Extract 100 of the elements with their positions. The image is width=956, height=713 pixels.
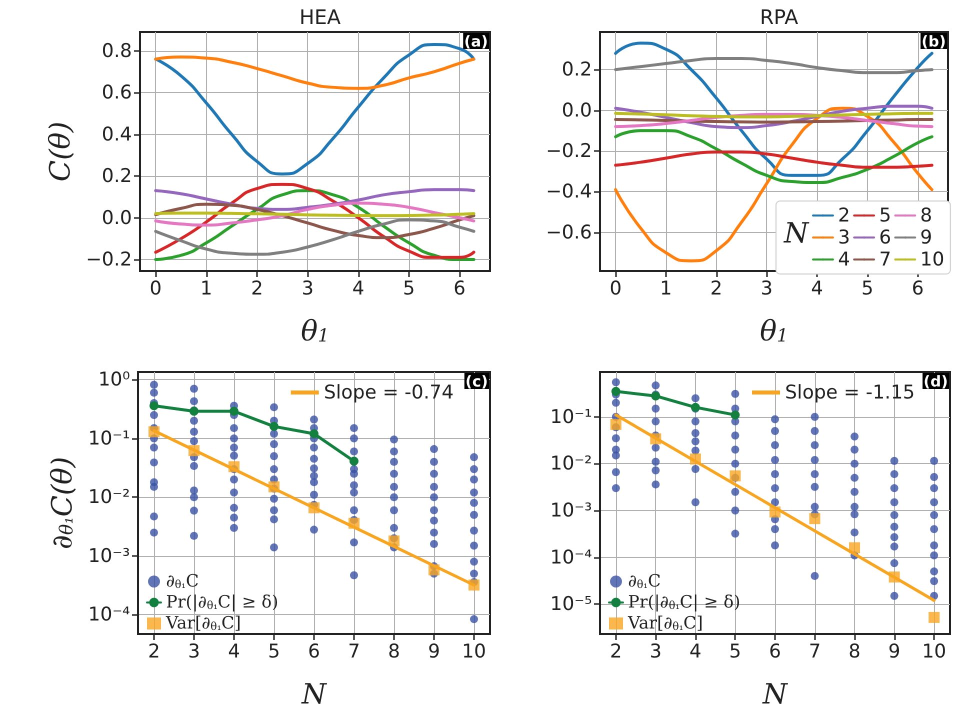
y-tick-label: 10⁻³ bbox=[88, 544, 130, 567]
x-tick-label: 4 bbox=[352, 278, 364, 300]
legend-label: 7 bbox=[879, 248, 892, 270]
y-tick-label: 10⁻¹ bbox=[88, 427, 130, 450]
y-tick-label: 0.0 bbox=[102, 206, 132, 229]
x-tick-label: 3 bbox=[188, 640, 200, 662]
y-tick-label: 10⁻⁴ bbox=[88, 604, 130, 626]
annotation: (d) bbox=[924, 372, 948, 390]
annotation: (a) bbox=[464, 32, 488, 50]
y-tick-label: 0.8 bbox=[102, 40, 132, 62]
y-tick-label: 10⁻³ bbox=[550, 500, 592, 522]
y-tick-label: 0.2 bbox=[562, 58, 592, 81]
x-tick-label: 8 bbox=[848, 640, 861, 662]
point bbox=[730, 410, 740, 420]
legend-label: 6 bbox=[879, 226, 892, 248]
x-tick-label: 10 bbox=[462, 640, 486, 662]
y-tick-label: −0.6 bbox=[546, 221, 592, 244]
legend-label: ∂θ₁C bbox=[628, 572, 661, 592]
x-tick-label: 4 bbox=[811, 278, 824, 300]
y-tick-label: 10⁻⁴ bbox=[550, 546, 592, 568]
x-tick-label: 4 bbox=[689, 640, 702, 662]
x-axis-title: θ1 bbox=[300, 314, 330, 348]
x-tick-label: 0 bbox=[610, 278, 622, 300]
x-tick-label: 9 bbox=[428, 640, 440, 662]
legend-label: ∂θ₁C bbox=[166, 572, 199, 592]
legend-label: 8 bbox=[920, 204, 932, 226]
x-axis-title: N bbox=[762, 678, 789, 710]
point bbox=[730, 470, 741, 482]
y-tick-label: 10⁻² bbox=[550, 452, 592, 475]
x-tick-label: 6 bbox=[454, 278, 466, 300]
x-tick-label: 2 bbox=[610, 640, 622, 662]
point bbox=[230, 406, 238, 416]
x-tick-label: 6 bbox=[912, 278, 924, 300]
x-tick-label: 9 bbox=[888, 640, 900, 662]
x-tick-label: 5 bbox=[861, 278, 874, 300]
x-tick-label: 0 bbox=[150, 278, 162, 300]
x-axis-title: N bbox=[300, 678, 328, 710]
x-tick-label: 7 bbox=[808, 640, 821, 662]
y-tick-label: 0.0 bbox=[562, 99, 592, 122]
point bbox=[350, 456, 358, 466]
chart-title: HEA bbox=[299, 5, 341, 29]
legend-label: Pr(|∂θ₁C| ≥ δ) bbox=[628, 592, 740, 612]
y-tick-label: 10⁻² bbox=[88, 486, 130, 508]
x-axis-title: θ1 bbox=[760, 314, 788, 348]
point bbox=[270, 422, 278, 431]
x-tick-label: 3 bbox=[760, 278, 773, 300]
annotation: (b) bbox=[922, 32, 946, 50]
y-tick-label: 10⁻⁵ bbox=[550, 593, 592, 616]
line-series bbox=[154, 202, 476, 227]
x-tick-label: 10 bbox=[922, 640, 946, 662]
y-tick-label: 10⁰ bbox=[98, 368, 130, 391]
x-tick-label: 3 bbox=[302, 278, 314, 300]
point bbox=[310, 429, 318, 438]
y-axis-title: ∂θ₁C(θ) bbox=[46, 456, 78, 550]
line-series bbox=[154, 218, 476, 256]
legend-label: 10 bbox=[920, 248, 944, 270]
y-tick-label: −0.4 bbox=[546, 180, 592, 203]
x-tick-label: 2 bbox=[148, 640, 160, 662]
line-series bbox=[614, 129, 934, 184]
legend-label: Slope = -0.74 bbox=[324, 382, 454, 404]
line-series bbox=[614, 56, 934, 74]
x-tick-label: 1 bbox=[660, 278, 672, 300]
x-tick-label: 6 bbox=[308, 640, 320, 662]
point bbox=[610, 418, 622, 430]
legend-title: N bbox=[783, 216, 810, 250]
legend-label: Pr(|∂θ₁C| ≥ δ) bbox=[166, 592, 278, 612]
point bbox=[611, 386, 620, 396]
legend-label: 5 bbox=[879, 204, 892, 226]
point bbox=[928, 612, 940, 623]
x-tick-label: 5 bbox=[268, 640, 280, 662]
y-tick-label: −0.2 bbox=[86, 248, 132, 271]
legend-label: Slope = -1.15 bbox=[785, 382, 915, 404]
x-tick-label: 8 bbox=[388, 640, 400, 662]
legend-label: 9 bbox=[920, 226, 932, 248]
x-tick-label: 2 bbox=[250, 278, 264, 300]
x-tick-label: 7 bbox=[348, 640, 360, 662]
legend-label: Var[∂θ₁C] bbox=[627, 614, 704, 634]
y-tick-label: 0.6 bbox=[102, 82, 132, 104]
legend-label: 2 bbox=[838, 204, 850, 226]
chart-title: RPA bbox=[760, 5, 798, 29]
x-tick-label: 2 bbox=[710, 278, 722, 300]
line-series bbox=[614, 150, 934, 169]
y-tick-label: 0.4 bbox=[102, 123, 132, 146]
y-tick-label: −0.2 bbox=[546, 140, 592, 162]
x-tick-label: 5 bbox=[729, 640, 742, 662]
legend-label: 3 bbox=[838, 226, 850, 248]
x-tick-label: 4 bbox=[228, 640, 240, 662]
legend-label: 4 bbox=[838, 248, 850, 270]
x-tick-label: 5 bbox=[402, 278, 416, 300]
legend-label: Var[∂θ₁C] bbox=[165, 614, 242, 634]
annotation: (c) bbox=[465, 372, 488, 390]
line-series bbox=[154, 56, 476, 90]
x-tick-label: 1 bbox=[200, 278, 212, 300]
point bbox=[809, 513, 820, 524]
y-tick-label: 10⁻¹ bbox=[550, 406, 592, 428]
y-axis-title: C(θ) bbox=[44, 121, 76, 182]
point bbox=[150, 401, 158, 410]
y-tick-label: 0.2 bbox=[102, 165, 132, 188]
x-tick-label: 3 bbox=[650, 640, 662, 662]
x-tick-label: 6 bbox=[768, 640, 782, 662]
